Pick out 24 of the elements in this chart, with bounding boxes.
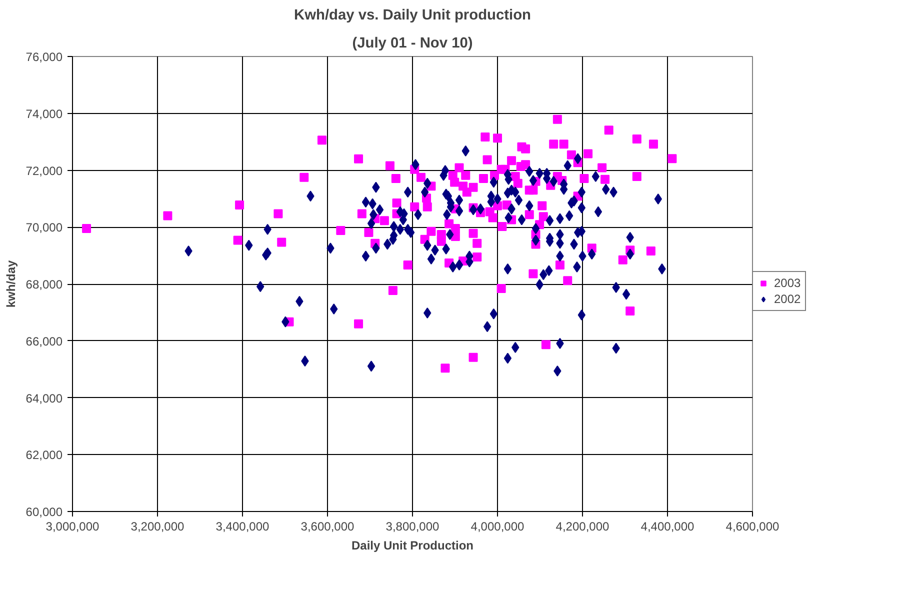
chart-subtitle: (July 01 - Nov 10) <box>352 36 473 52</box>
x-tick-label: 4,000,000 <box>470 520 525 534</box>
y-tick-label: 64,000 <box>26 391 63 406</box>
y-tick-label: 74,000 <box>26 106 63 121</box>
x-tick-label: 3,400,000 <box>216 520 270 534</box>
x-axis-title: Daily Unit Production <box>352 538 474 552</box>
y-tick-label: 62,000 <box>26 448 63 462</box>
x-tick-label: 3,800,000 <box>386 520 440 534</box>
y-tick-label: 68,000 <box>26 278 63 292</box>
y-axis-title: kwh/day <box>4 260 18 308</box>
chart-title: Kwh/day vs. Daily Unit production <box>294 8 532 24</box>
x-tick-label: 4,400,000 <box>640 520 695 534</box>
x-tick-label: 3,600,000 <box>300 520 355 534</box>
legend-label: 2003 <box>774 276 801 290</box>
x-tick-label: 3,000,000 <box>46 520 100 534</box>
y-tick-label: 76,000 <box>26 50 63 64</box>
legend-label: 2002 <box>774 292 801 306</box>
y-tick-label: 70,000 <box>26 220 63 235</box>
y-tick-label: 66,000 <box>26 334 63 348</box>
y-tick-label: 60,000 <box>26 505 63 519</box>
x-tick-label: 4,200,000 <box>556 520 610 534</box>
x-tick-label: 3,200,000 <box>130 520 185 534</box>
x-tick-label: 4,600,000 <box>726 520 780 534</box>
y-tick-label: 72,000 <box>26 164 63 178</box>
